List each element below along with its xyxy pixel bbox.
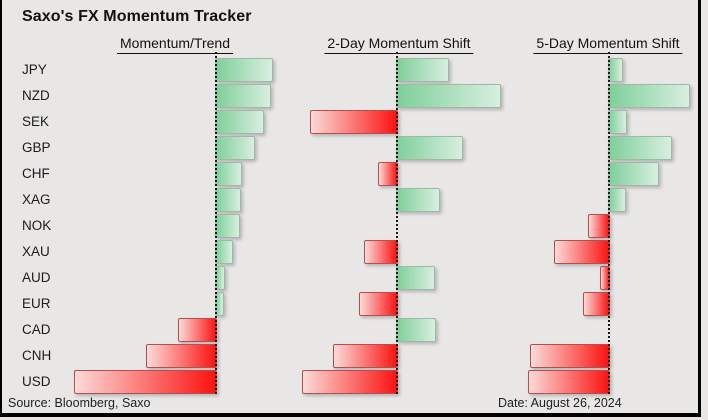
bar-cnh-panel2	[333, 344, 398, 368]
bar-gbp-panel1	[215, 136, 255, 160]
bar-cnh-panel1	[146, 344, 217, 368]
panel-baseline-3	[608, 52, 610, 394]
bar-sek-panel2	[310, 110, 398, 134]
bar-usd-panel3	[528, 370, 610, 394]
currency-label-xag: XAG	[22, 192, 51, 207]
bar-nzd-panel2	[396, 84, 501, 108]
chart-title: Saxo's FX Momentum Tracker	[22, 8, 252, 25]
bar-chf-panel2	[378, 162, 398, 186]
bar-cad-panel1	[178, 318, 217, 342]
bar-sek-panel3	[608, 110, 627, 134]
bar-usd-panel1	[74, 370, 217, 394]
bar-xau-panel1	[215, 240, 233, 264]
panel-header-2day-shift: 2-Day Momentum Shift	[324, 35, 474, 54]
bar-jpy-panel3	[608, 58, 623, 82]
panel-header-momentum-trend: Momentum/Trend	[117, 35, 233, 54]
bar-xag-panel2	[396, 188, 440, 212]
bar-usd-panel2	[302, 370, 398, 394]
bar-sek-panel1	[215, 110, 264, 134]
frame-border-right	[698, 0, 701, 417]
currency-label-xau: XAU	[22, 244, 50, 259]
bar-cnh-panel3	[530, 344, 610, 368]
panel-baseline-1	[215, 52, 217, 394]
bar-xag-panel1	[215, 188, 241, 212]
currency-label-chf: CHF	[22, 166, 50, 181]
bar-jpy-panel1	[215, 58, 273, 82]
bar-chf-panel3	[608, 162, 659, 186]
currency-label-usd: USD	[22, 374, 51, 389]
currency-label-nzd: NZD	[22, 88, 50, 103]
currency-label-sek: SEK	[22, 114, 50, 129]
bar-jpy-panel2	[396, 58, 449, 82]
frame-border-bottom	[0, 413, 701, 417]
panel-baseline-2	[396, 52, 398, 394]
bar-nzd-panel3	[608, 84, 690, 108]
bar-eur-panel3	[583, 292, 610, 316]
currency-label-aud: AUD	[22, 270, 51, 285]
bar-xau-panel2	[364, 240, 398, 264]
bar-cad-panel2	[396, 318, 436, 342]
bar-nok-panel3	[588, 214, 610, 238]
bar-aud-panel2	[396, 266, 435, 290]
currency-label-cad: CAD	[22, 322, 51, 337]
bar-eur-panel2	[359, 292, 398, 316]
bar-gbp-panel2	[396, 136, 463, 160]
currency-label-nok: NOK	[22, 218, 52, 233]
currency-label-gbp: GBP	[22, 140, 51, 155]
bar-gbp-panel3	[608, 136, 672, 160]
bar-nok-panel1	[215, 214, 240, 238]
date-note: Date: August 26, 2024	[498, 396, 622, 410]
bar-xag-panel3	[608, 188, 626, 212]
frame-border-left	[0, 0, 2, 417]
currency-label-jpy: JPY	[22, 62, 47, 77]
bar-nzd-panel1	[215, 84, 271, 108]
bar-chf-panel1	[215, 162, 242, 186]
bar-xau-panel3	[554, 240, 610, 264]
source-note: Source: Bloomberg, Saxo	[8, 396, 151, 410]
currency-label-eur: EUR	[22, 296, 51, 311]
currency-label-cnh: CNH	[22, 348, 52, 363]
